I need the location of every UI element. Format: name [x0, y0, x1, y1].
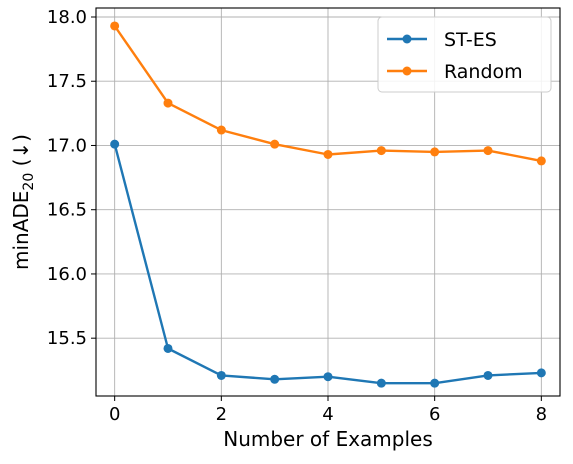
legend-marker-random — [402, 66, 412, 76]
x-tick-label: 8 — [536, 404, 547, 425]
y-tick-label: 17.5 — [47, 71, 87, 92]
data-point-random — [536, 156, 546, 166]
data-point-st-es — [483, 370, 493, 380]
y-axis-label-main: minADE — [9, 191, 33, 270]
x-tick-label: 2 — [216, 404, 227, 425]
data-point-random — [216, 125, 226, 135]
data-point-random — [110, 21, 120, 31]
legend-marker-st-es — [402, 34, 412, 44]
x-tick-label: 0 — [109, 404, 120, 425]
y-tick-label: 16.5 — [47, 200, 87, 221]
y-tick-label: 17.0 — [47, 135, 87, 156]
data-point-st-es — [430, 378, 440, 388]
y-axis-label-suffix: (↓) — [9, 134, 33, 173]
series-group — [110, 21, 546, 388]
data-point-random — [430, 147, 440, 157]
data-point-random — [483, 146, 493, 156]
y-axis-label-subscript: 20 — [21, 173, 37, 191]
data-point-st-es — [163, 343, 173, 353]
y-tick-label: 16.0 — [47, 264, 87, 285]
legend-label-random: Random — [444, 61, 523, 83]
data-point-st-es — [323, 372, 333, 382]
data-point-random — [376, 146, 386, 156]
y-axis-ticks: 15.5 16.0 16.5 17.0 17.5 18.0 — [47, 7, 96, 349]
data-point-st-es — [216, 370, 226, 380]
data-point-random — [323, 149, 333, 159]
legend-box — [377, 16, 552, 93]
data-point-st-es — [110, 139, 120, 149]
y-tick-label: 15.5 — [47, 328, 87, 349]
y-tick-label: 18.0 — [47, 7, 87, 28]
x-axis-label: Number of Examples — [223, 427, 433, 451]
legend: ST-ES Random — [377, 16, 552, 93]
data-point-st-es — [376, 378, 386, 388]
data-point-random — [163, 98, 173, 108]
data-point-st-es — [270, 374, 280, 384]
x-axis-ticks: 0 2 4 6 8 — [109, 396, 547, 425]
data-point-random — [270, 139, 280, 149]
x-tick-label: 6 — [429, 404, 440, 425]
legend-label-st-es: ST-ES — [444, 29, 497, 51]
x-tick-label: 4 — [322, 404, 333, 425]
y-axis-label: minADE20 (↓) — [9, 134, 37, 270]
data-point-st-es — [536, 368, 546, 378]
